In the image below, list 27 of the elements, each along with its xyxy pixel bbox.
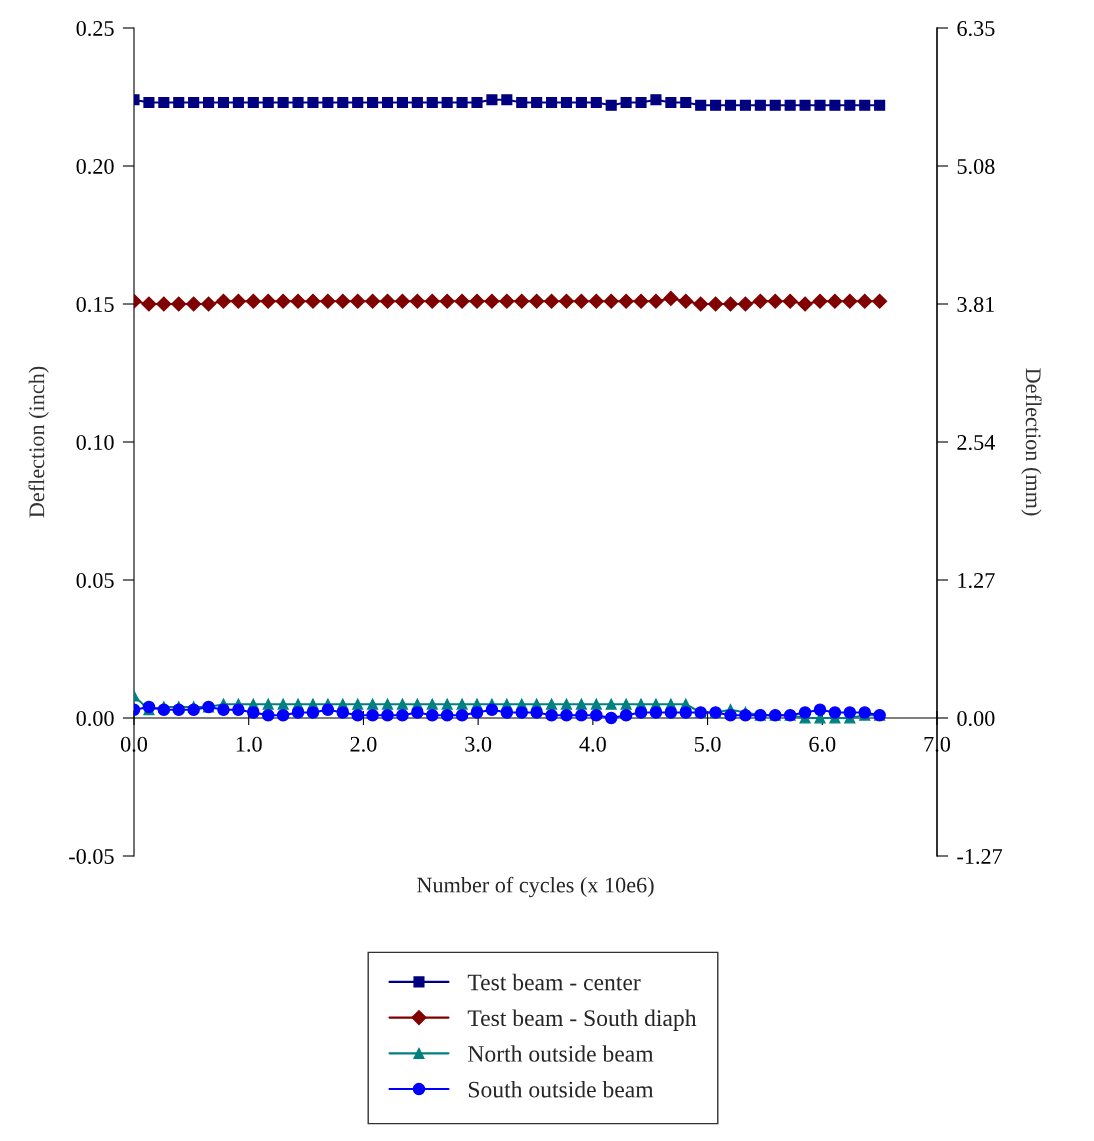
y-tick-label: 0.05 bbox=[76, 572, 114, 589]
y-tick-label: -0.05 bbox=[69, 848, 114, 865]
x-tick-label: 3.0 bbox=[465, 736, 492, 752]
y-tick-label: 0.25 bbox=[76, 20, 114, 37]
x-tick-label: 6.0 bbox=[809, 736, 836, 752]
y2-tick-label: 0.00 bbox=[957, 710, 995, 727]
y2-tick-label: 6.35 bbox=[957, 20, 995, 37]
y-tick-label: 0.20 bbox=[76, 158, 114, 175]
y2-tick-label: 5.08 bbox=[957, 158, 995, 175]
x-tick-label: 5.0 bbox=[694, 736, 721, 752]
y-tick-label: 0.15 bbox=[76, 296, 114, 313]
legend-label: North outside beam bbox=[468, 1045, 654, 1062]
x-tick-label: 4.0 bbox=[579, 736, 606, 752]
y-tick-label: 0.00 bbox=[76, 710, 114, 727]
x-axis-title: Number of cycles (x 10e6) bbox=[417, 876, 654, 898]
y2-axis-title: Deflection (mm) bbox=[1021, 368, 1042, 516]
legend-label: South outside beam bbox=[468, 1080, 654, 1098]
y-axis-title: Deflection (inch) bbox=[28, 366, 49, 518]
x-tick-label: 2.0 bbox=[350, 736, 377, 752]
y2-tick-label: 1.27 bbox=[958, 572, 995, 589]
x-tick-label: 1.0 bbox=[236, 736, 262, 752]
y2-tick-label: -1.27 bbox=[957, 848, 1003, 865]
legend-label: Test beam - center bbox=[467, 973, 641, 991]
y-tick-label: 0.10 bbox=[76, 434, 114, 451]
y2-tick-label: 2.54 bbox=[957, 434, 995, 451]
legend-label: Test beam - South diaph bbox=[467, 1009, 697, 1031]
y2-tick-label: 3.81 bbox=[957, 296, 994, 313]
